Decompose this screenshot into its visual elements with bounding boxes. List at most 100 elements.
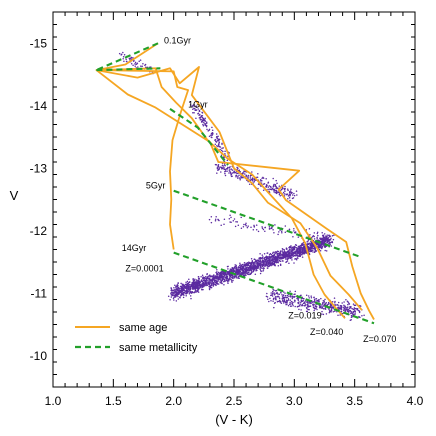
data-point bbox=[123, 60, 125, 62]
data-point bbox=[216, 172, 218, 174]
data-point bbox=[299, 303, 301, 306]
data-point bbox=[271, 252, 274, 255]
data-point bbox=[175, 288, 178, 290]
data-point bbox=[223, 280, 225, 283]
data-point bbox=[218, 168, 220, 170]
data-point bbox=[220, 149, 223, 152]
data-point bbox=[300, 300, 303, 303]
data-point bbox=[354, 311, 356, 313]
data-point bbox=[216, 281, 218, 284]
data-point bbox=[319, 243, 321, 246]
data-point bbox=[322, 313, 325, 316]
data-point bbox=[308, 242, 311, 244]
data-point bbox=[293, 251, 295, 253]
data-point bbox=[249, 175, 252, 177]
data-point bbox=[199, 284, 202, 286]
data-point bbox=[274, 264, 276, 267]
data-point bbox=[237, 273, 240, 275]
data-point bbox=[269, 252, 272, 255]
data-point bbox=[263, 267, 265, 269]
data-point bbox=[350, 314, 353, 317]
data-point bbox=[257, 230, 260, 233]
data-point bbox=[328, 234, 330, 236]
data-point bbox=[122, 51, 124, 54]
data-point bbox=[234, 271, 237, 273]
data-point bbox=[197, 108, 199, 110]
data-point bbox=[286, 248, 288, 250]
data-point bbox=[226, 159, 229, 162]
data-point bbox=[351, 316, 353, 318]
data-point bbox=[193, 286, 196, 289]
data-point bbox=[323, 303, 326, 306]
data-point bbox=[255, 259, 257, 261]
data-point bbox=[214, 281, 217, 284]
data-point bbox=[287, 197, 289, 200]
data-point bbox=[251, 171, 253, 173]
data-point bbox=[228, 278, 230, 281]
data-point bbox=[308, 305, 310, 308]
data-point bbox=[312, 251, 314, 253]
data-point bbox=[327, 237, 330, 239]
data-point bbox=[293, 230, 295, 232]
data-point bbox=[184, 290, 187, 292]
data-point bbox=[345, 299, 347, 301]
annotation-label: Z=0.019 bbox=[288, 310, 321, 320]
data-point bbox=[351, 307, 353, 310]
data-point bbox=[181, 290, 184, 292]
data-point bbox=[180, 282, 182, 285]
data-point bbox=[204, 123, 206, 125]
data-point bbox=[318, 300, 320, 302]
data-point bbox=[201, 120, 204, 123]
data-point bbox=[178, 289, 180, 292]
data-point bbox=[221, 278, 224, 281]
data-point bbox=[267, 188, 269, 191]
data-point bbox=[343, 301, 345, 303]
data-point bbox=[228, 172, 230, 174]
data-point bbox=[273, 292, 275, 294]
data-point bbox=[289, 299, 292, 301]
data-point bbox=[210, 134, 212, 136]
data-point bbox=[221, 143, 223, 145]
data-point bbox=[242, 272, 245, 274]
data-point bbox=[316, 308, 318, 311]
data-point bbox=[242, 266, 244, 269]
data-point bbox=[224, 280, 226, 283]
data-point bbox=[220, 279, 222, 281]
data-point bbox=[325, 238, 327, 240]
data-point bbox=[297, 254, 299, 257]
data-point bbox=[287, 255, 289, 257]
data-point bbox=[316, 244, 318, 246]
data-point bbox=[330, 308, 333, 310]
data-point bbox=[238, 271, 241, 273]
data-point bbox=[177, 298, 180, 300]
data-point bbox=[348, 303, 351, 305]
data-point bbox=[191, 283, 194, 286]
data-point bbox=[273, 293, 276, 296]
data-point bbox=[184, 287, 187, 290]
data-point bbox=[330, 237, 332, 240]
data-point bbox=[343, 308, 346, 310]
data-point bbox=[221, 164, 224, 167]
data-point bbox=[190, 291, 192, 294]
data-point bbox=[275, 189, 278, 192]
data-point bbox=[312, 234, 315, 237]
data-point bbox=[307, 248, 310, 251]
data-point bbox=[226, 276, 228, 278]
data-point bbox=[329, 238, 331, 241]
data-point bbox=[248, 273, 250, 276]
data-point bbox=[231, 172, 234, 174]
data-point bbox=[270, 227, 273, 229]
data-point bbox=[243, 275, 246, 277]
data-point bbox=[322, 305, 325, 307]
data-point bbox=[290, 254, 292, 256]
data-point bbox=[275, 259, 278, 262]
data-point bbox=[301, 243, 303, 246]
data-point bbox=[142, 63, 144, 65]
data-point bbox=[356, 309, 359, 311]
data-point bbox=[278, 185, 281, 187]
same-metallicity-line-6 bbox=[169, 108, 229, 166]
data-point bbox=[227, 282, 229, 284]
data-point bbox=[299, 250, 302, 252]
data-point bbox=[271, 262, 274, 265]
data-point bbox=[227, 273, 230, 275]
